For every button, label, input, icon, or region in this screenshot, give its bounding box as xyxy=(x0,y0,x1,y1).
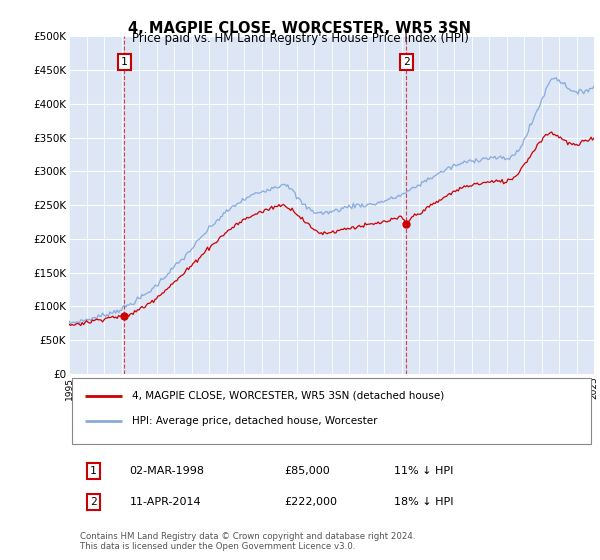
Text: 2: 2 xyxy=(90,497,97,507)
Text: Contains HM Land Registry data © Crown copyright and database right 2024.
This d: Contains HM Land Registry data © Crown c… xyxy=(79,531,415,551)
Text: 02-MAR-1998: 02-MAR-1998 xyxy=(130,466,205,476)
Text: £222,000: £222,000 xyxy=(284,497,337,507)
Text: 1: 1 xyxy=(90,466,97,476)
Text: Price paid vs. HM Land Registry's House Price Index (HPI): Price paid vs. HM Land Registry's House … xyxy=(131,32,469,45)
Text: 2: 2 xyxy=(403,57,410,67)
Text: HPI: Average price, detached house, Worcester: HPI: Average price, detached house, Worc… xyxy=(132,417,377,426)
Text: 18% ↓ HPI: 18% ↓ HPI xyxy=(395,497,454,507)
Text: £85,000: £85,000 xyxy=(284,466,330,476)
Text: 4, MAGPIE CLOSE, WORCESTER, WR5 3SN: 4, MAGPIE CLOSE, WORCESTER, WR5 3SN xyxy=(128,21,472,36)
Text: 11% ↓ HPI: 11% ↓ HPI xyxy=(395,466,454,476)
Text: 1: 1 xyxy=(121,57,128,67)
Text: 11-APR-2014: 11-APR-2014 xyxy=(130,497,201,507)
FancyBboxPatch shape xyxy=(71,379,592,445)
Text: 4, MAGPIE CLOSE, WORCESTER, WR5 3SN (detached house): 4, MAGPIE CLOSE, WORCESTER, WR5 3SN (det… xyxy=(132,391,444,401)
